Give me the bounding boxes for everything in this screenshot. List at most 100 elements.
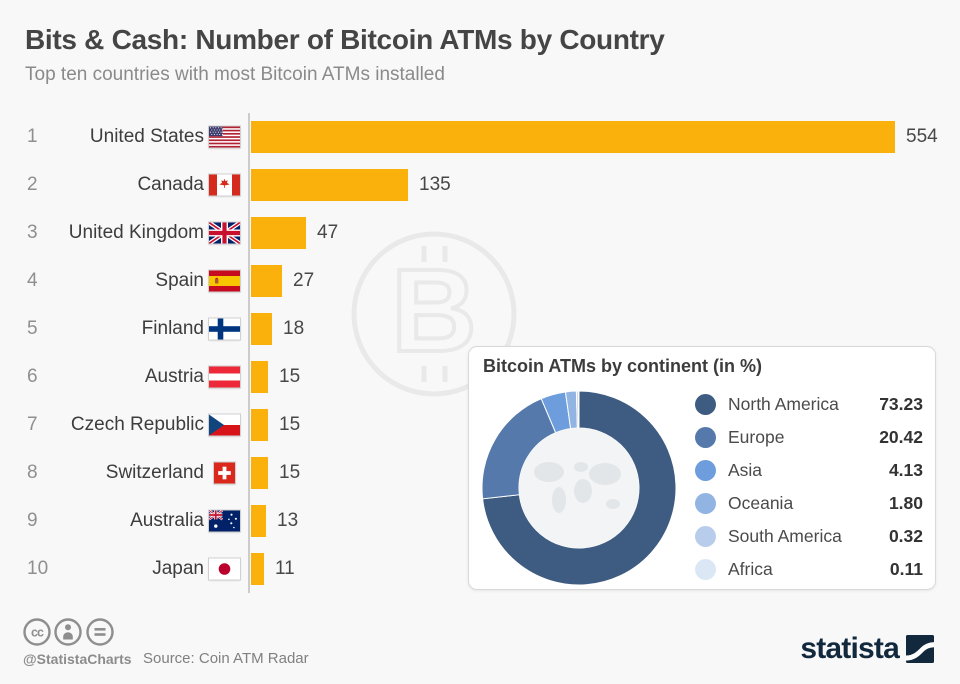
legend-row: Oceania 1.80 — [695, 487, 923, 520]
panel-title: Bitcoin ATMs by continent (in %) — [483, 356, 762, 376]
bar-chart: 1 United States 554 2 Canada 135 3 United Kingd… — [0, 113, 960, 593]
legend-label: Africa — [728, 559, 773, 579]
value-label: 11 — [275, 558, 295, 579]
donut-legend: North America 73.23 Europe 20.42 Asia 4.13 Oce… — [695, 388, 923, 586]
rank-label: 4 — [27, 270, 38, 291]
us-flag-icon — [208, 125, 241, 149]
legend-value: 0.32 — [888, 526, 923, 546]
country-label: United Kingdom — [68, 222, 204, 243]
legend-label: Asia — [728, 460, 763, 480]
legend-dot-icon — [695, 559, 716, 580]
rank-label: 8 — [27, 462, 38, 483]
statista-handle: @StatistaCharts — [23, 651, 132, 667]
ch-flag-icon — [209, 461, 240, 485]
value-bar — [251, 265, 282, 297]
gb-flag-icon — [208, 221, 241, 245]
donut-inner — [519, 428, 639, 548]
country-label: Austria — [144, 366, 204, 387]
bar-row: 3 United Kingdom 47 — [0, 209, 960, 257]
bar-row: 7 Czech Republic 15 — [0, 401, 960, 449]
at-flag-icon — [208, 365, 241, 389]
legend-label: South America — [728, 526, 842, 546]
value-label: 27 — [293, 270, 315, 291]
svg-text:cc: cc — [31, 626, 44, 640]
rank-label: 2 — [27, 174, 38, 195]
country-label: Czech Republic — [70, 414, 204, 435]
rank-label: 9 — [27, 510, 38, 531]
value-label: 554 — [906, 126, 938, 147]
y-axis-line — [248, 113, 250, 593]
legend-value: 20.42 — [879, 427, 923, 447]
es-flag-icon — [208, 269, 241, 293]
bar-row: 10 Japan 11 — [0, 545, 960, 593]
value-bar — [251, 313, 272, 345]
page-title: Bits & Cash: Number of Bitcoin ATMs by C… — [25, 24, 665, 55]
legend-value: 1.80 — [888, 493, 923, 513]
bar-row: 8 Switzerland 15 — [0, 449, 960, 497]
value-bar — [251, 553, 264, 585]
value-label: 18 — [283, 318, 305, 339]
value-label: 15 — [279, 414, 301, 435]
legend-value: 0.11 — [889, 559, 923, 579]
value-bar — [251, 217, 306, 249]
legend-label: North America — [728, 394, 839, 414]
value-label: 135 — [419, 174, 451, 195]
ca-flag-icon — [208, 173, 241, 197]
no-derivatives-icon — [86, 618, 114, 646]
statista-logo-mark-icon — [906, 635, 934, 663]
donut-segment — [577, 390, 580, 429]
country-label: Canada — [137, 174, 204, 195]
rank-label: 3 — [27, 222, 38, 243]
rank-label: 1 — [27, 126, 38, 147]
bar-row: 1 United States 554 — [0, 113, 960, 161]
statista-logo: statista — [800, 632, 934, 666]
country-label: United States — [89, 126, 204, 147]
attribution-icon — [54, 618, 82, 646]
rank-label: 7 — [27, 414, 38, 435]
value-bar — [251, 361, 268, 393]
value-bar — [251, 121, 895, 153]
country-label: Switzerland — [105, 462, 204, 483]
value-label: 15 — [279, 462, 301, 483]
donut-chart — [481, 390, 677, 586]
value-bar — [251, 409, 268, 441]
cc-license-icons: cc — [23, 618, 114, 646]
rank-label: 10 — [27, 558, 49, 579]
legend-row: Africa 0.11 — [695, 553, 923, 586]
rank-label: 5 — [27, 318, 38, 339]
legend-value: 4.13 — [888, 460, 923, 480]
jp-flag-icon — [208, 557, 241, 581]
value-label: 15 — [279, 366, 301, 387]
country-label: Australia — [130, 510, 204, 531]
cz-flag-icon — [208, 413, 241, 437]
value-bar — [251, 457, 268, 489]
legend-row: North America 73.23 — [695, 388, 923, 421]
country-label: Japan — [152, 558, 204, 579]
source-label: Source: Coin ATM Radar — [143, 650, 309, 667]
value-bar — [251, 505, 266, 537]
statista-wordmark: statista — [800, 632, 899, 665]
country-label: Finland — [141, 318, 204, 339]
bar-row: 6 Austria 15 — [0, 353, 960, 401]
value-bar — [251, 169, 408, 201]
au-flag-icon — [208, 509, 241, 533]
fi-flag-icon — [208, 317, 241, 341]
legend-row: Asia 4.13 — [695, 454, 923, 487]
page-subtitle: Top ten countries with most Bitcoin ATMs… — [25, 64, 445, 85]
bar-row: 5 Finland 18 — [0, 305, 960, 353]
legend-dot-icon — [695, 526, 716, 547]
legend-row: South America 0.32 — [695, 520, 923, 553]
legend-label: Europe — [728, 427, 785, 447]
country-label: Spain — [155, 270, 204, 291]
legend-dot-icon — [695, 493, 716, 514]
continent-panel: Bitcoin ATMs by continent (in %) North A… — [468, 346, 936, 590]
rank-label: 6 — [27, 366, 38, 387]
bitcoin-watermark-icon: B — [351, 231, 517, 397]
legend-dot-icon — [695, 427, 716, 448]
legend-label: Oceania — [728, 493, 794, 513]
bar-row: 9 Australia 13 — [0, 497, 960, 545]
bar-row: 2 Canada 135 — [0, 161, 960, 209]
bar-row: 4 Spain 27 — [0, 257, 960, 305]
cc-icon — [23, 618, 51, 646]
